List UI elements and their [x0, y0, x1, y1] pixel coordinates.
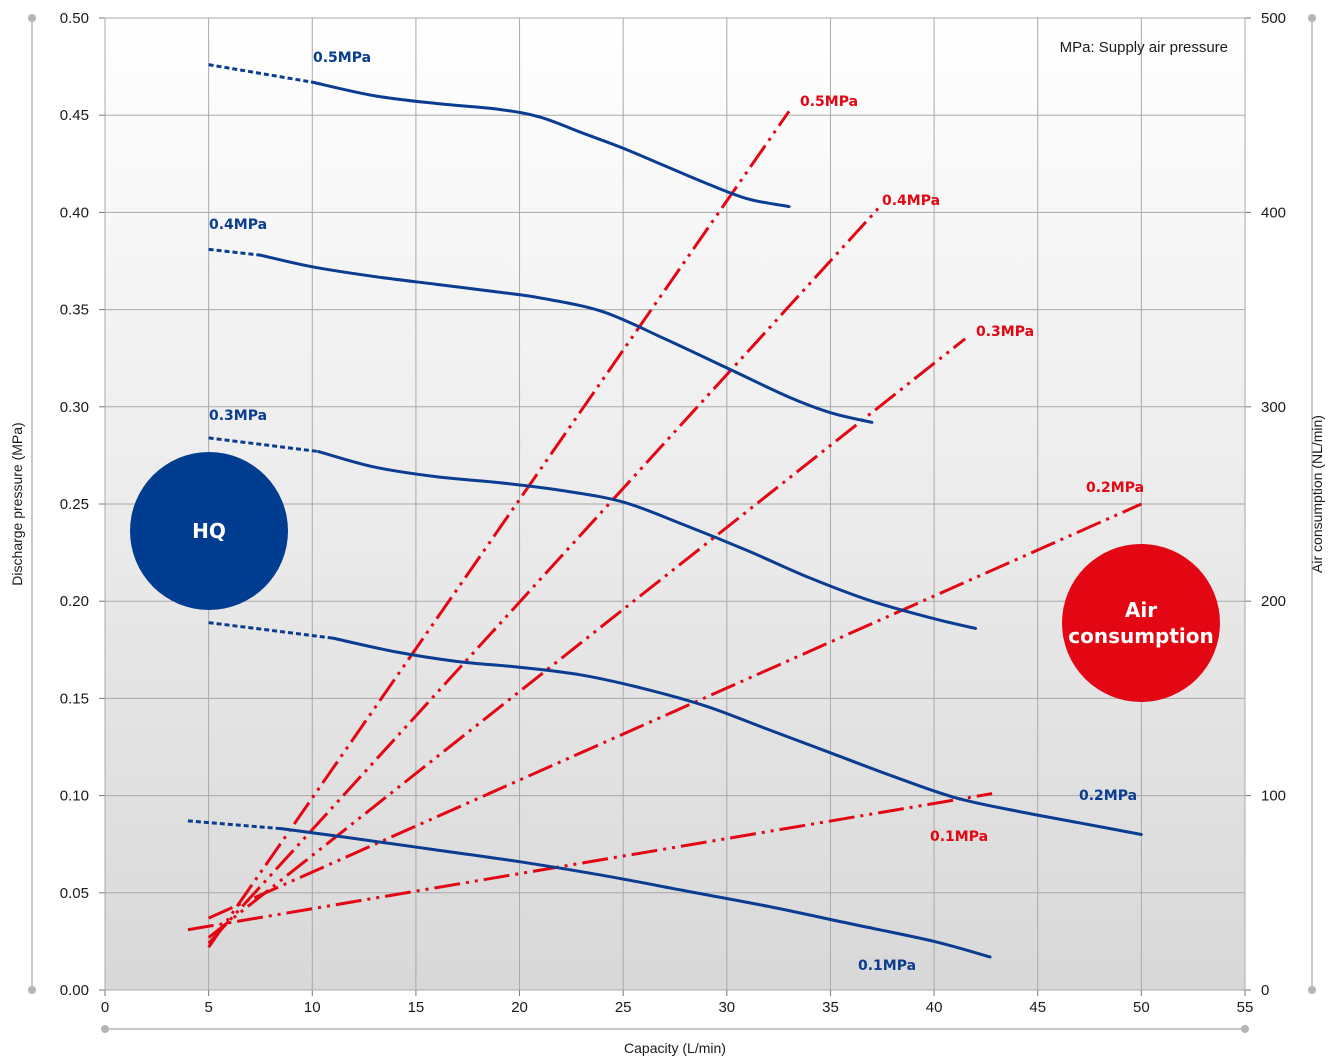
x-tick-label: 10 [304, 999, 321, 1016]
y-axis-title: Discharge pressure (MPa) [9, 422, 25, 585]
air-label-0.4: 0.4MPa [882, 193, 940, 209]
air-consumption-line-0.3MPa [207, 337, 967, 939]
y-tick-label: 0.30 [60, 399, 89, 416]
pressure-label-0.3: 0.3MPa [209, 408, 267, 424]
y2-tick-label: 500 [1261, 10, 1286, 27]
x-tick-label: 50 [1133, 999, 1150, 1016]
pressure-curve-0.2MPa [331, 636, 1143, 836]
pressure-curve-dotted-0.5MPa [208, 63, 313, 84]
air-label-0.2: 0.2MPa [1086, 480, 1144, 496]
x-tick-label: 30 [718, 999, 735, 1016]
y-tick-label: 0.05 [60, 885, 89, 902]
y-tick-label: 0.25 [60, 496, 89, 513]
hq-badge: HQ [130, 452, 288, 610]
air-label-0.1: 0.1MPa [930, 829, 988, 845]
pressure-label-0.5: 0.5MPa [313, 50, 371, 66]
x-tick-label: 0 [101, 999, 109, 1016]
x-tick-label: 25 [615, 999, 632, 1016]
y2-tick-label: 100 [1261, 788, 1286, 805]
x-tick-label: 15 [408, 999, 425, 1016]
pressure-curve-0.5MPa [310, 80, 791, 209]
air-badge-label-line2: consumption [1068, 624, 1214, 648]
series-labels: 0.5MPa 0.4MPa 0.3MPa 0.2MPa 0.1MPa 0.5MP… [209, 50, 1144, 974]
bottom-axis-rail-dot [1241, 1025, 1249, 1033]
x-tick-label: 40 [926, 999, 943, 1016]
axes: 0 5 10 15 20 25 30 35 40 45 50 55 0.00 0.05 0.10 0.15 0.… [28, 10, 1316, 1033]
pressure-curve-dotted-0.4MPa [208, 247, 261, 257]
y-tick-label: 0.50 [60, 10, 89, 27]
y2-tick-label: 200 [1261, 593, 1286, 610]
pressure-curve-0.3MPa [316, 450, 978, 630]
air-label-0.5: 0.5MPa [800, 94, 858, 110]
y-tick-label: 0.45 [60, 107, 89, 124]
air-badge-label-line1: Air [1125, 598, 1157, 622]
pressure-curve-0.1MPa [279, 827, 992, 959]
x-tick-label: 5 [204, 999, 212, 1016]
air-consumption-lines [187, 110, 1142, 949]
left-axis-rail-dot [28, 14, 36, 22]
air-consumption-line-0.4MPa [207, 207, 880, 945]
y-tick-label: 0.20 [60, 593, 89, 610]
y-tick-label: 0.40 [60, 204, 89, 221]
pressure-curve-0.4MPa [258, 253, 874, 424]
air-consumption-line-0.2MPa [208, 502, 1142, 920]
right-axis-rail-dot [1308, 986, 1316, 994]
air-consumption-line-0.1MPa [187, 792, 993, 932]
supply-pressure-note: MPa: Supply air pressure [1060, 39, 1228, 56]
y-tick-label: 0.35 [60, 302, 89, 319]
hq-badge-circle [130, 452, 288, 610]
y2-tick-label: 0 [1261, 982, 1269, 999]
air-label-0.3: 0.3MPa [976, 324, 1034, 340]
pressure-curve-dotted-0.3MPa [208, 436, 319, 454]
y2-axis-title: Air consumption (NL/min) [1309, 415, 1325, 573]
x-tick-label: 20 [511, 999, 528, 1016]
y-tick-label: 0.10 [60, 788, 89, 805]
bottom-axis-rail-dot [101, 1025, 109, 1033]
y-tick-label: 0.00 [60, 982, 89, 999]
discharge-pressure-lines [187, 63, 1143, 959]
x-tick-label: 55 [1237, 999, 1254, 1016]
y-tick-label: 0.15 [60, 690, 89, 707]
y2-tick-label: 300 [1261, 399, 1286, 416]
plot-frame [104, 17, 1246, 991]
y2-tick-label: 400 [1261, 204, 1286, 221]
air-badge-circle [1062, 544, 1220, 702]
pressure-label-0.2: 0.2MPa [1079, 788, 1137, 804]
x-tick-label: 35 [822, 999, 839, 1016]
right-axis-rail-dot [1308, 14, 1316, 22]
x-axis-title: Capacity (L/min) [624, 1040, 726, 1056]
pressure-curve-dotted-0.2MPa [208, 621, 334, 640]
air-consumption-badge: Air consumption [1062, 544, 1220, 702]
left-axis-rail-dot [28, 986, 36, 994]
air-consumption-line-0.5MPa [207, 110, 791, 949]
x-tick-label: 45 [1029, 999, 1046, 1016]
pressure-label-0.4: 0.4MPa [209, 217, 267, 233]
hq-badge-label: HQ [192, 519, 226, 543]
pressure-label-0.1: 0.1MPa [858, 958, 916, 974]
